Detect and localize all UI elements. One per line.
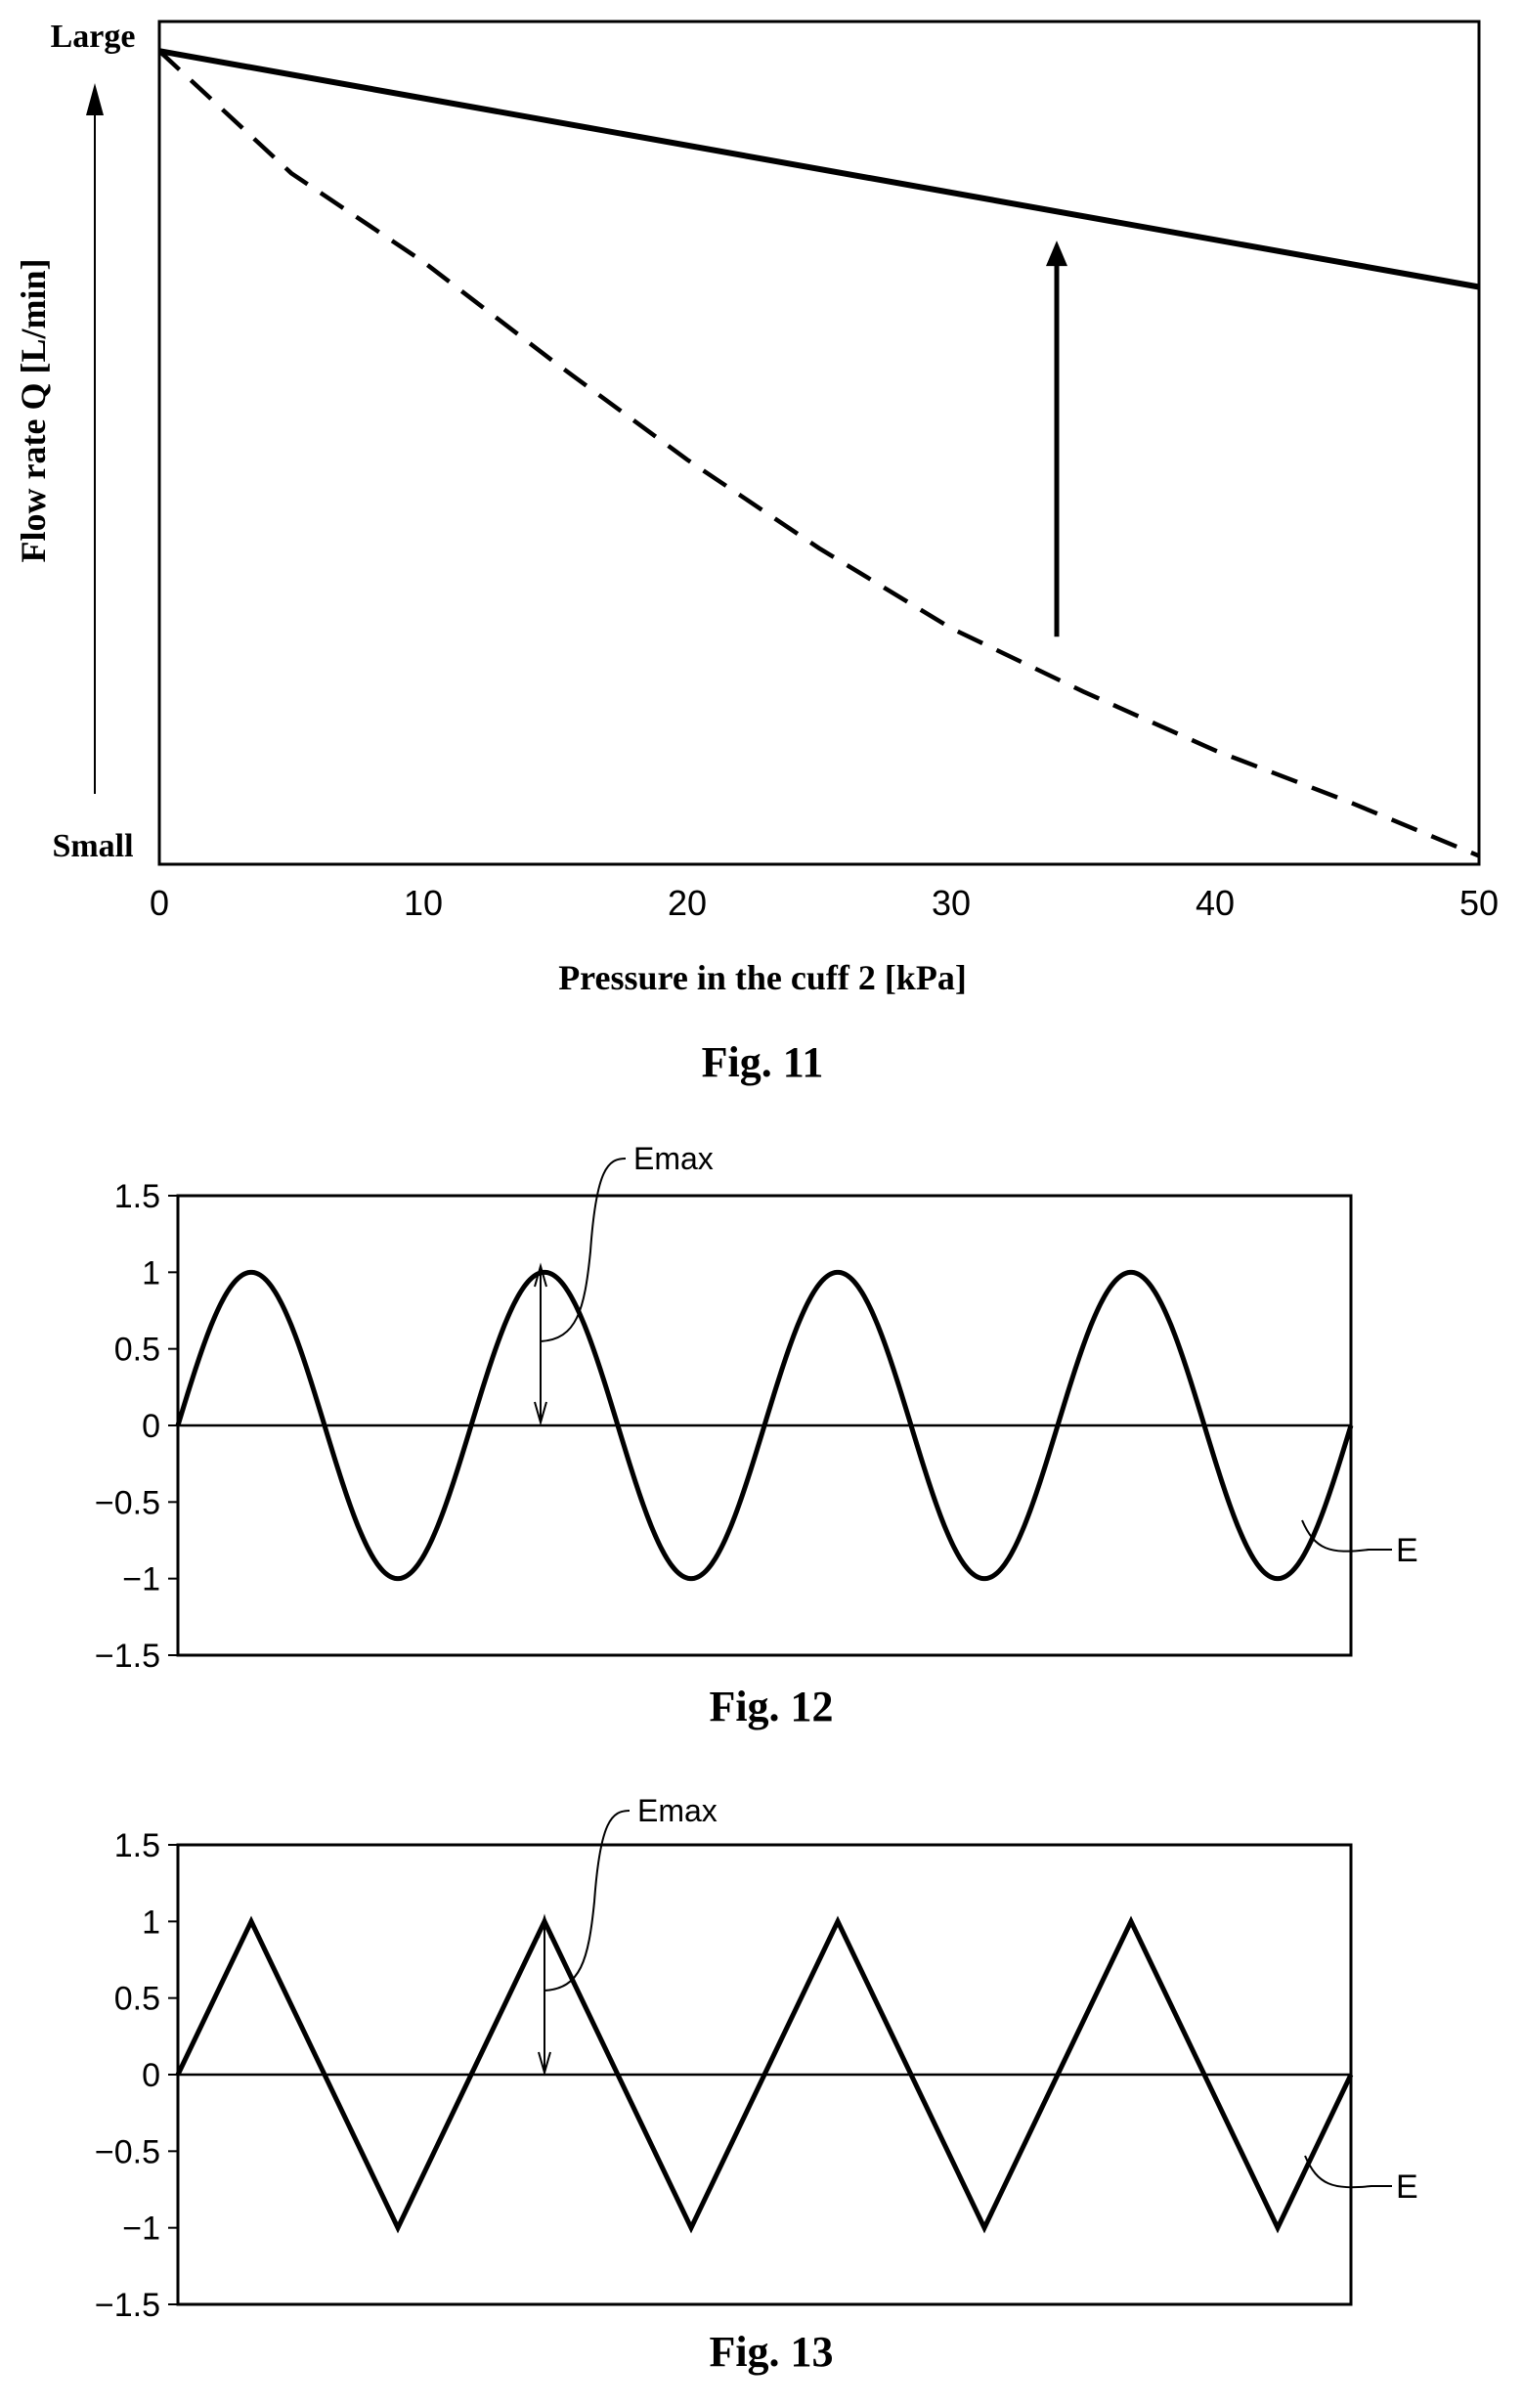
fig12-emax-arrowhead-top: [534, 1262, 547, 1288]
fig11-plot-frame: [157, 20, 1481, 866]
fig12-y-tick-label: 0: [142, 1408, 160, 1445]
fig13-chart: 1.5 1 0.5 0 −0.5 −1 −1.5 Emax E Fig. 13: [95, 1793, 1418, 2376]
fig11-x-tick-labels: 0 10 20 30 40 50: [150, 883, 1499, 923]
fig12-sine-wave: [175, 1269, 1354, 1582]
fig11-x-tick-label: 50: [1459, 883, 1499, 923]
fig13-e-label: E: [1396, 2168, 1418, 2206]
fig13-emax-label: Emax: [637, 1793, 718, 1828]
fig11-x-tick-label: 10: [404, 883, 443, 923]
fig12-emax-label: Emax: [633, 1141, 714, 1176]
fig11-x-axis-label: Pressure in the cuff 2 [kPa]: [558, 958, 967, 997]
fig12-y-tick-label: 1: [142, 1254, 160, 1292]
fig13-y-tick-label: 1.5: [114, 1827, 160, 1864]
fig13-emax-arrowhead-top: [538, 1913, 551, 1939]
fig13-y-tick-label: −1: [122, 2211, 160, 2248]
fig11-series-dashed: [157, 49, 1480, 858]
fig12-y-tick-label: −1: [122, 1561, 160, 1598]
fig12-y-tick-label: 1.5: [114, 1178, 160, 1215]
fig11-improvement-arrowhead: [1046, 241, 1067, 267]
fig12-e-label: E: [1396, 1532, 1418, 1569]
fig12-e-leader: [1301, 1519, 1392, 1553]
fig13-y-tick-label: −0.5: [95, 2133, 160, 2170]
fig12-y-tick-label: −0.5: [95, 1484, 160, 1521]
fig11-y-top-label: Large: [51, 19, 136, 55]
fig12-emax-arrowhead-bottom: [534, 1401, 547, 1426]
fig11-y-axis-arrowhead: [86, 83, 104, 115]
fig12-y-tick-label: −1.5: [95, 1638, 160, 1675]
fig11-series-solid: [158, 48, 1480, 290]
fig13-y-tick-label: −1.5: [95, 2287, 160, 2324]
fig11-x-tick-label: 30: [932, 883, 971, 923]
fig12-caption: Fig. 12: [709, 1683, 833, 1730]
fig11-x-tick-label: 0: [150, 883, 169, 923]
fig13-y-tick-labels: 1.5 1 0.5 0 −0.5 −1 −1.5: [95, 1827, 178, 2324]
fig11-x-tick-label: 20: [668, 883, 707, 923]
fig12-y-tick-label: 0.5: [114, 1332, 160, 1369]
fig13-caption: Fig. 13: [709, 2328, 833, 2376]
fig11-x-tick-label: 40: [1196, 883, 1235, 923]
fig12-chart: 1.5 1 0.5 0 −0.5 −1 −1.5 Emax E Fig. 12: [95, 1141, 1418, 1730]
fig13-emax-leader: [544, 1810, 631, 1992]
fig13-y-tick-label: 0: [142, 2057, 160, 2094]
fig13-y-tick-label: 1: [142, 1904, 160, 1941]
fig11-y-bottom-label: Small: [52, 828, 133, 864]
fig11-chart: Large Small Flow rate Q [L/min] 0 10 20 30 4…: [14, 19, 1499, 1086]
fig13-y-tick-label: 0.5: [114, 1981, 160, 2018]
fig12-y-tick-labels: 1.5 1 0.5 0 −0.5 −1 −1.5: [95, 1178, 178, 1675]
fig11-y-axis-label: Flow rate Q [L/min]: [14, 259, 53, 563]
fig13-e-leader: [1304, 2155, 1392, 2189]
fig12-emax-leader: [540, 1158, 627, 1342]
fig13-emax-arrowhead-bottom: [538, 2051, 551, 2077]
fig11-caption: Fig. 11: [702, 1038, 824, 1086]
fig13-triangle-wave: [175, 1915, 1354, 2234]
